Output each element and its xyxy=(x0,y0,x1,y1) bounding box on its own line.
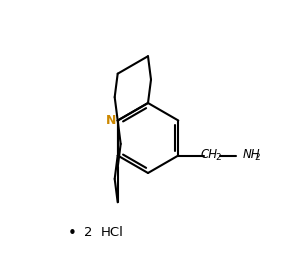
Text: •: • xyxy=(67,225,76,240)
Text: HCl: HCl xyxy=(101,226,123,240)
Text: 2: 2 xyxy=(84,226,92,240)
Text: CH: CH xyxy=(201,148,218,160)
Text: 2: 2 xyxy=(255,154,260,163)
Text: 2: 2 xyxy=(215,154,221,163)
Text: NH: NH xyxy=(242,148,260,160)
Text: N: N xyxy=(105,114,116,127)
